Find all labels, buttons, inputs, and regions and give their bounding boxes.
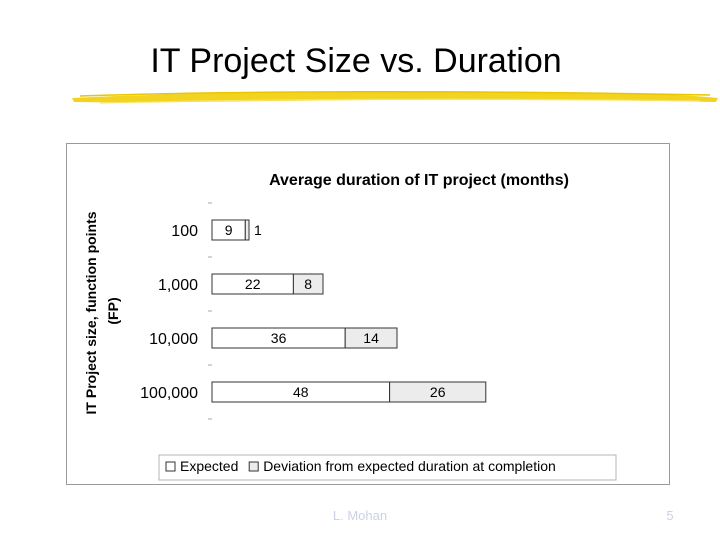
chart: Average duration of IT project (months) … [83, 172, 617, 481]
legend: Expected Deviation from expected duration… [158, 454, 617, 481]
bar-deviation [244, 219, 250, 241]
y-tick-label: 10,000 [149, 331, 198, 348]
legend-label-deviation: Deviation from expected duration at comp… [263, 458, 556, 474]
bar-deviation [344, 327, 398, 349]
legend-swatch-deviation [248, 461, 259, 472]
slide-title: IT Project Size vs. Duration [150, 42, 562, 80]
bar-deviation [389, 381, 487, 403]
data-label: 26 [430, 384, 446, 400]
chart-frame [66, 143, 670, 485]
footer-author: L. Mohan [332, 508, 388, 523]
axis-ticks [208, 202, 212, 420]
legend-label-expected: Expected [180, 458, 238, 474]
chart-title: Average duration of IT project (months) [269, 172, 569, 189]
bars: 100 9 1 1,000 22 8 10,000 36 14 100,000 48 26 [140, 219, 487, 403]
bar-deviation [292, 273, 324, 295]
data-label: 36 [271, 330, 287, 346]
page-number: 5 [666, 508, 674, 523]
y-tick-label: 100 [171, 223, 198, 240]
legend-swatch-expected [165, 461, 176, 472]
data-label: 22 [245, 276, 261, 292]
data-label: 8 [304, 276, 312, 292]
y-tick-label: 1,000 [158, 277, 198, 294]
data-label: 48 [293, 384, 309, 400]
y-axis-label: IT Project size, function points (FP) [83, 208, 121, 415]
title-underline-stroke [72, 90, 718, 104]
data-label: 1 [254, 222, 262, 238]
data-label: 14 [363, 330, 379, 346]
data-label: 9 [225, 222, 233, 238]
y-tick-label: 100,000 [140, 385, 198, 402]
legend-box [158, 454, 617, 481]
